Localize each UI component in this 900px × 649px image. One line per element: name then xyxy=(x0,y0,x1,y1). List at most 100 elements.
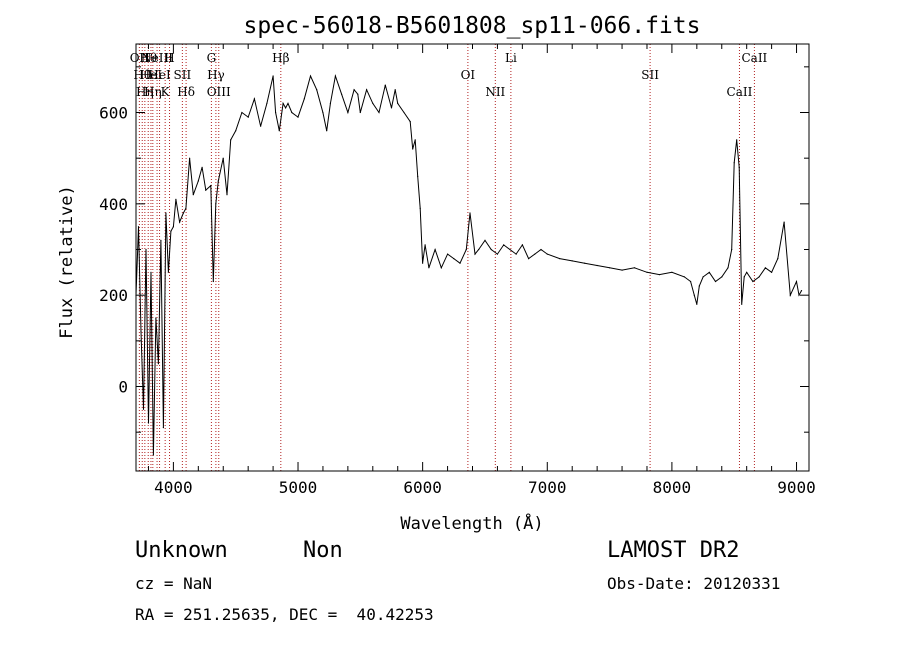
data-point-109 xyxy=(702,276,704,278)
data-point-89 xyxy=(521,244,524,246)
object-subclass: Non xyxy=(303,538,343,563)
line-label-8: K xyxy=(161,85,171,99)
data-point-65 xyxy=(403,111,405,114)
data-point-106 xyxy=(693,294,695,296)
data-point-121 xyxy=(752,280,754,283)
axis-ticks: 4000 5000 6000 7000 8000 9000 0 200 400 600 xyxy=(99,44,816,497)
x-tick-label-5: 9000 xyxy=(777,478,816,497)
data-point-26 xyxy=(212,280,214,283)
data-point-23 xyxy=(201,166,203,168)
data-point-66 xyxy=(409,121,411,123)
line-label-10: SII xyxy=(174,68,192,82)
data-point-39 xyxy=(275,111,277,114)
y-tick-label-2: 400 xyxy=(99,195,128,214)
line-label-20: CaII xyxy=(727,85,753,99)
data-point-58 xyxy=(366,89,368,91)
data-point-48 xyxy=(316,89,318,91)
data-point-37 xyxy=(266,102,268,104)
data-point-57 xyxy=(359,111,361,114)
data-point-110 xyxy=(708,271,710,273)
coordinates-readout: RA = 251.25635, DEC = 40.42253 xyxy=(135,605,434,624)
line-label-21: CaII xyxy=(741,51,767,65)
data-point-99 xyxy=(621,269,623,271)
data-point-18 xyxy=(182,212,184,214)
data-point-52 xyxy=(334,75,336,77)
data-point-97 xyxy=(596,264,598,267)
data-point-2 xyxy=(140,331,142,333)
data-point-40 xyxy=(278,130,280,132)
data-point-60 xyxy=(378,111,380,114)
data-point-1 xyxy=(137,226,140,228)
data-point-127 xyxy=(789,294,791,296)
data-point-126 xyxy=(783,221,785,223)
data-point-84 xyxy=(490,248,492,251)
data-point-31 xyxy=(230,139,232,141)
data-point-88 xyxy=(515,253,517,255)
data-point-36 xyxy=(260,125,262,127)
data-point-42 xyxy=(285,107,287,109)
data-point-80 xyxy=(469,212,471,214)
data-point-95 xyxy=(571,260,573,262)
data-point-11 xyxy=(162,427,164,429)
y-axis-label: Flux (relative) xyxy=(57,185,77,339)
data-point-103 xyxy=(671,271,673,273)
line-label-12: G xyxy=(207,51,217,65)
data-point-102 xyxy=(658,274,661,276)
line-label-15: Hβ xyxy=(272,51,289,65)
data-point-111 xyxy=(714,280,717,283)
data-point-67 xyxy=(412,148,414,150)
data-point-107 xyxy=(696,303,698,305)
data-point-47 xyxy=(309,75,312,77)
line-label-9: H xyxy=(164,51,174,65)
data-point-128 xyxy=(795,280,798,283)
data-point-4 xyxy=(145,248,147,251)
data-point-123 xyxy=(764,267,767,269)
data-point-68 xyxy=(414,139,416,141)
spectrum-line-0 xyxy=(135,74,802,456)
data-point-112 xyxy=(721,276,723,278)
y-tick-label-3: 600 xyxy=(99,104,128,123)
line-label-2: Hη xyxy=(136,85,154,99)
data-point-25 xyxy=(210,185,212,187)
data-point-122 xyxy=(758,276,760,278)
data-point-77 xyxy=(453,258,455,260)
data-point-56 xyxy=(357,93,359,95)
redshift-readout: cz = NaN xyxy=(135,574,213,593)
data-point-13 xyxy=(167,271,169,273)
data-point-92 xyxy=(540,248,542,251)
data-point-75 xyxy=(440,267,442,269)
data-point-119 xyxy=(743,276,745,278)
data-point-6 xyxy=(150,271,152,273)
line-label-19: SII xyxy=(641,68,659,82)
data-point-104 xyxy=(683,276,686,278)
line-label-5: Hη xyxy=(144,85,162,99)
data-point-15 xyxy=(172,226,174,228)
data-point-85 xyxy=(496,253,498,255)
data-point-5 xyxy=(147,422,150,424)
data-point-130 xyxy=(800,290,803,292)
data-point-100 xyxy=(633,267,636,269)
data-point-45 xyxy=(297,116,299,118)
data-point-32 xyxy=(235,130,237,132)
data-point-20 xyxy=(189,157,191,159)
x-tick-label-1: 5000 xyxy=(279,478,318,497)
plot-frame xyxy=(135,43,810,472)
x-axis-label: Wavelength (Å) xyxy=(400,512,543,534)
x-tick-label-4: 8000 xyxy=(653,478,692,497)
data-point-29 xyxy=(222,157,224,159)
line-label-1: Hθ xyxy=(133,68,151,82)
data-point-124 xyxy=(771,271,773,273)
data-point-70 xyxy=(419,207,421,209)
data-point-64 xyxy=(397,102,399,104)
survey-name: LAMOST DR2 xyxy=(607,538,740,563)
data-point-81 xyxy=(474,253,476,255)
y-tick-label-1: 200 xyxy=(99,286,128,305)
data-point-50 xyxy=(326,130,328,132)
data-point-8 xyxy=(155,317,157,319)
data-point-30 xyxy=(226,194,228,196)
data-point-117 xyxy=(738,166,740,168)
data-point-115 xyxy=(733,162,735,164)
line-label-11: Hδ xyxy=(177,85,195,99)
x-tick-label-3: 7000 xyxy=(528,478,567,497)
